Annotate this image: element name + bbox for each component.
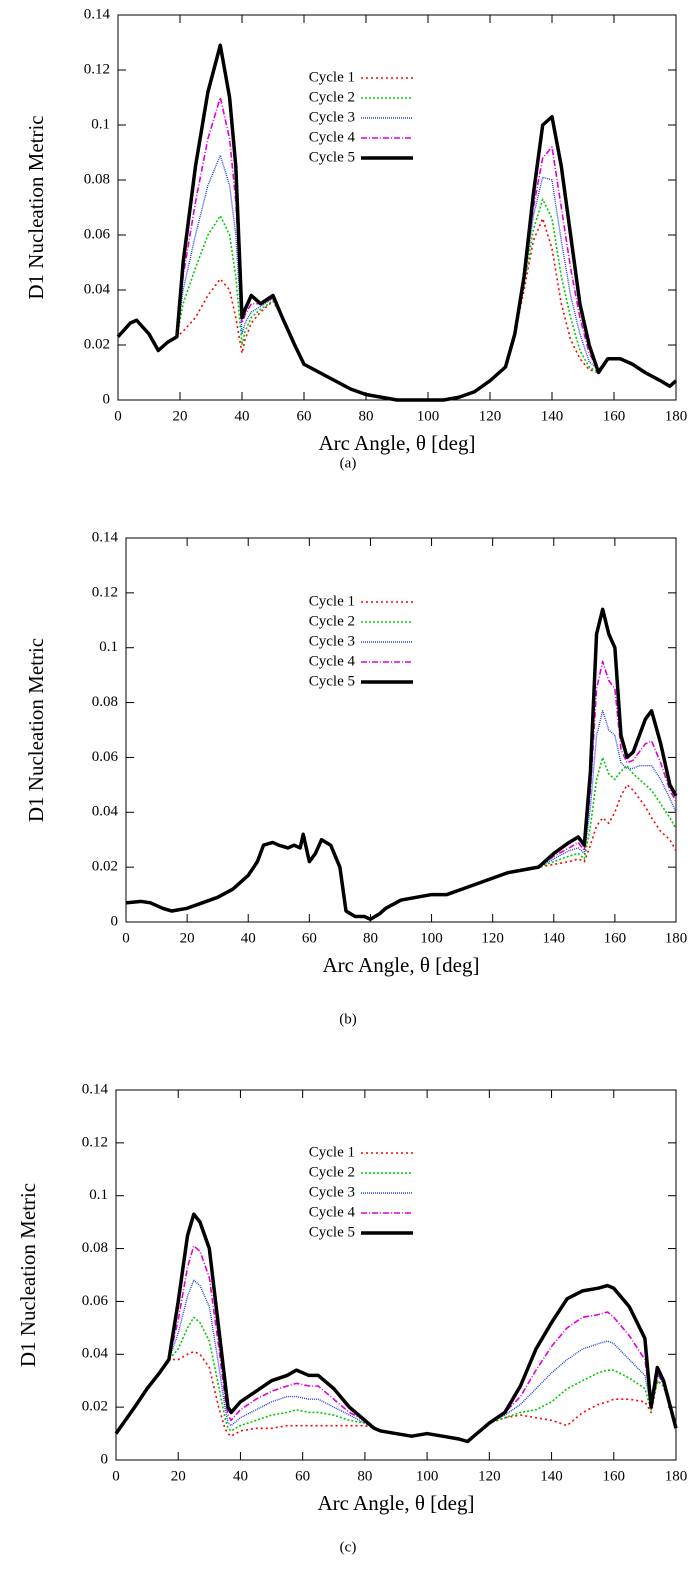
y-tick-label: 0.06 [92,749,119,765]
x-tick-label: 0 [112,1468,120,1484]
y-axis-label: D1 Nucleation Metric [24,638,48,822]
y-tick-label: 0.02 [92,859,118,875]
panel: 0 20 40 60 80 100 120 140 160 180 0 0.02 0.04 0.06 0.0… [24,6,687,471]
data-line [114,1212,678,1444]
legend-label: Cycle 4 [309,653,356,669]
y-tick-label: 0.1 [99,639,118,655]
x-tick-label: 0 [114,408,122,424]
x-tick-label: 120 [481,930,504,946]
y-tick-label: 0.08 [84,171,110,187]
y-tick-label: 0.12 [84,61,110,77]
data-line [125,756,677,921]
x-tick-label: 140 [540,1468,563,1484]
legend-label: Cycle 3 [309,1184,355,1200]
x-tick-label: 60 [295,1468,310,1484]
y-tick-label: 0 [111,913,119,929]
data-line [125,607,678,922]
y-tick-label: 0 [101,1451,109,1467]
legend-label: Cycle 2 [309,1164,355,1180]
data-line [115,1245,677,1443]
x-tick-label: 0 [122,930,130,946]
y-tick-label: 0.12 [82,1134,108,1150]
data-line [115,1316,677,1443]
y-tick-label: 0.1 [91,116,110,132]
data-line [115,1350,677,1443]
legend-label: Cycle 2 [309,613,355,629]
y-tick-label: 0.08 [82,1240,108,1256]
y-tick-label: 0.14 [82,1081,109,1097]
x-tick-label: 20 [171,1468,186,1484]
data-line [117,217,677,401]
caption: (b) [339,1011,357,1027]
x-tick-label: 160 [603,1468,626,1484]
legend-label: Cycle 5 [309,149,355,165]
x-tick-label: 40 [233,1468,248,1484]
legend-label: Cycle 5 [309,673,355,689]
x-tick-label: 80 [359,408,374,424]
x-tick-label: 180 [665,408,688,424]
y-tick-label: 0.02 [82,1399,108,1415]
x-tick-label: 140 [543,930,566,946]
y-tick-label: 0 [103,391,111,407]
data-line [117,198,677,401]
x-tick-label: 20 [180,930,195,946]
y-tick-label: 0.04 [92,804,119,820]
y-tick-label: 0.08 [92,694,118,710]
legend-label: Cycle 4 [309,1204,356,1220]
x-tick-label: 180 [665,1468,688,1484]
x-tick-label: 120 [479,408,502,424]
y-tick-label: 0.1 [89,1187,108,1203]
y-tick-label: 0.12 [92,584,118,600]
data-line [116,43,678,402]
legend-label: Cycle 3 [309,109,355,125]
y-tick-label: 0.04 [84,281,111,297]
y-tick-label: 0.04 [82,1346,109,1362]
x-axis-label: Arc Angle, θ [deg] [318,431,475,455]
x-tick-label: 60 [302,930,317,946]
y-tick-label: 0.06 [84,226,111,242]
legend-label: Cycle 3 [309,633,355,649]
data-line [115,1279,677,1443]
panel: 0 20 40 60 80 100 120 140 160 180 0 0.02 0.04 0.06 0.0… [24,529,687,1027]
panel: 0 20 40 60 80 100 120 140 160 180 0 0.02 0.04 0.06 0.0… [16,1081,687,1555]
caption: (c) [340,1539,357,1555]
x-tick-label: 120 [478,1468,501,1484]
y-tick-label: 0.06 [82,1293,109,1309]
x-tick-label: 60 [297,408,312,424]
x-tick-label: 140 [541,408,564,424]
data-line [125,710,677,920]
plot-frame [117,14,677,401]
x-tick-label: 100 [420,930,443,946]
x-tick-label: 40 [241,930,256,946]
x-tick-label: 40 [235,408,250,424]
x-tick-label: 180 [665,930,688,946]
y-axis-label: D1 Nucleation Metric [16,1183,40,1367]
legend-label: Cycle 5 [309,1224,355,1240]
x-tick-label: 80 [357,1468,372,1484]
y-axis-label: D1 Nucleation Metric [24,115,48,299]
legend-label: Cycle 1 [309,69,355,85]
x-tick-label: 160 [604,930,627,946]
x-tick-label: 160 [603,408,626,424]
y-tick-label: 0.14 [92,529,119,545]
legend-label: Cycle 2 [309,89,355,105]
y-tick-label: 0.02 [84,336,110,352]
legend-label: Cycle 1 [309,593,355,609]
caption: (a) [340,455,357,471]
x-tick-label: 100 [416,1468,439,1484]
y-tick-label: 0.14 [84,6,111,22]
x-tick-label: 80 [363,930,378,946]
x-axis-label: Arc Angle, θ [deg] [322,953,479,977]
x-tick-label: 20 [173,408,188,424]
legend-label: Cycle 1 [309,1144,355,1160]
data-line [117,154,677,401]
plot-frame [125,537,677,923]
plot-frame [115,1089,677,1461]
x-axis-label: Arc Angle, θ [deg] [317,1491,474,1515]
x-tick-label: 100 [417,408,440,424]
legend-label: Cycle 4 [309,129,356,145]
